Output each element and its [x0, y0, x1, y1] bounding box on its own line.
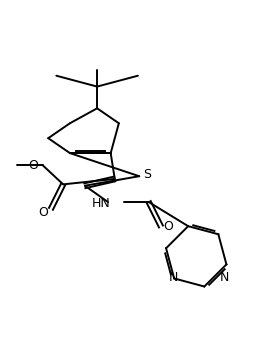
Text: N: N: [220, 271, 230, 284]
Text: S: S: [143, 168, 151, 181]
Text: O: O: [38, 206, 48, 219]
Text: N: N: [168, 271, 178, 284]
Text: HN: HN: [91, 197, 110, 210]
Text: O: O: [164, 220, 173, 233]
Text: O: O: [28, 159, 38, 172]
